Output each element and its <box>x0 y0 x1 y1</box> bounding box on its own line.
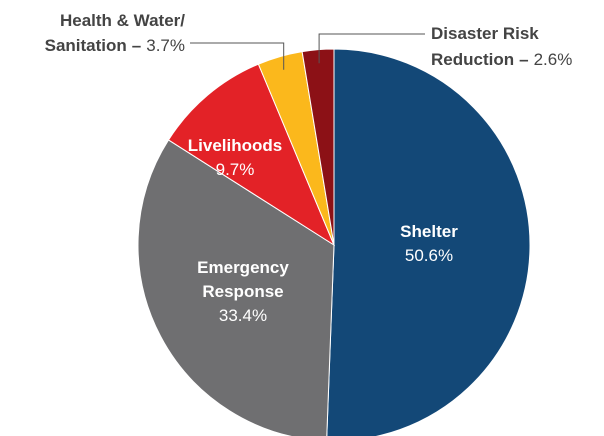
slice-label-emergency-value: 33.4% <box>219 306 267 325</box>
slice-label-drr-line2: Reduction –2.6% <box>431 50 572 69</box>
slice-label-emergency-name-line1: Emergency <box>197 258 289 277</box>
slice-label-shelter-value: 50.6% <box>405 246 453 265</box>
slice-label-health-value: 3.7% <box>146 36 185 55</box>
leader-line-drr <box>318 33 425 64</box>
slice-label-health-name-line1: Health & Water/ <box>60 11 185 30</box>
slice-label-health-line2: Sanitation –3.7% <box>45 36 185 55</box>
pie-slice-shelter <box>326 48 531 436</box>
slice-label-emergency-name-line2: Response <box>202 282 283 301</box>
leader-lines <box>190 33 425 70</box>
slice-label-drr-separator: – <box>519 50 528 69</box>
slice-label-drr-name-line2: Reduction <box>431 50 514 69</box>
slice-label-livelihoods-name: Livelihoods <box>188 136 282 155</box>
slice-label-shelter-name: Shelter <box>400 222 458 241</box>
pie-slice-disaster-risk-reduction <box>301 48 335 246</box>
slice-label-health-name-line2: Sanitation <box>45 36 127 55</box>
slice-label-livelihoods-value: 9.7% <box>216 160 255 179</box>
leader-line-health <box>190 42 285 70</box>
slice-label-health-separator: – <box>132 36 141 55</box>
pie-slice-livelihoods <box>167 63 336 247</box>
slice-label-drr-name-line1: Disaster Risk <box>431 24 539 43</box>
slice-label-drr-value: 2.6% <box>534 50 573 69</box>
pie-slices <box>137 48 531 436</box>
